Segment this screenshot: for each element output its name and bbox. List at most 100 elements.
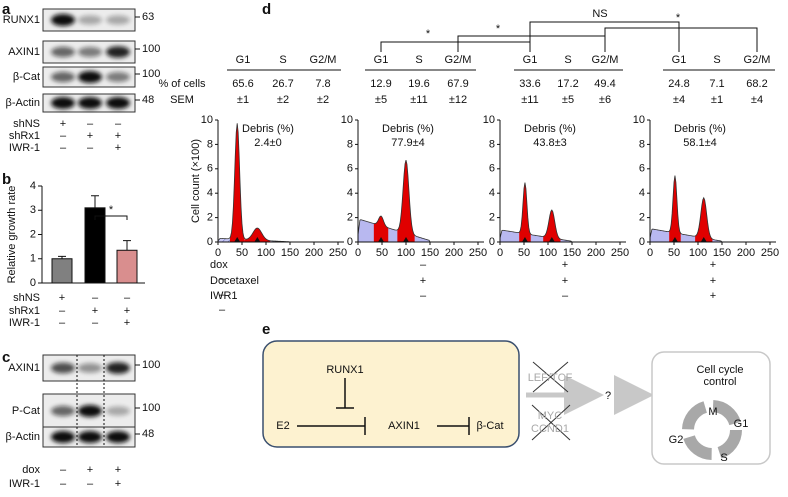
sign: – xyxy=(124,292,131,304)
sign: – xyxy=(420,290,427,302)
cell-value: 49.4 xyxy=(594,78,615,90)
band xyxy=(106,72,130,82)
peak-marker xyxy=(548,237,555,242)
marker-label: 48 xyxy=(142,94,154,106)
significance-bracket xyxy=(529,21,680,52)
blot-label: β-Cat xyxy=(13,71,40,83)
significance-bracket xyxy=(457,35,606,52)
treatment-label: dox xyxy=(210,259,228,271)
sign: – xyxy=(115,118,122,130)
sign: + xyxy=(115,142,121,154)
band xyxy=(106,15,130,25)
error-bar xyxy=(123,240,131,251)
x-tick-label: 250 xyxy=(329,247,347,259)
row-label: % of cells xyxy=(158,78,206,90)
cell-value: 26.7 xyxy=(272,78,293,90)
y-tick-label: 8 xyxy=(207,138,213,150)
pathway-box xyxy=(262,340,520,448)
sign: – xyxy=(60,142,67,154)
significance: NS xyxy=(592,8,607,20)
y-tick-label: 2 xyxy=(347,212,353,224)
x-tick-label: 0 xyxy=(215,247,221,259)
phase-peak xyxy=(695,197,713,242)
y-tick-label: 3 xyxy=(30,204,36,216)
node: Cell cycle xyxy=(696,364,743,376)
node: RUNX1 xyxy=(326,364,363,376)
condition-label: dox xyxy=(22,464,40,476)
node: control xyxy=(703,376,736,388)
sign: + xyxy=(60,118,66,130)
band xyxy=(78,363,102,373)
band xyxy=(78,47,102,57)
significance-bracket xyxy=(380,41,531,52)
phase-header: G1 xyxy=(236,54,251,66)
sign: + xyxy=(124,317,130,329)
band xyxy=(51,71,75,83)
blot-label: β-Actin xyxy=(6,431,40,443)
cell-value: 7.8 xyxy=(315,78,330,90)
sign: + xyxy=(115,478,121,490)
error-bar xyxy=(58,255,66,259)
x-tick-label: 150 xyxy=(563,247,581,259)
y-tick-label: 10 xyxy=(341,114,353,126)
sign: + xyxy=(87,464,93,476)
y-tick-label: 0 xyxy=(639,236,645,248)
sign: – xyxy=(60,130,67,142)
cell-sem: ±2 xyxy=(277,94,289,106)
node: ? xyxy=(605,390,611,402)
sign: + xyxy=(710,275,716,287)
node: LEF/TCF xyxy=(528,372,573,384)
x-tick-label: 200 xyxy=(305,247,323,259)
significance: * xyxy=(426,28,431,40)
y-tick-label: 6 xyxy=(347,163,353,175)
debris-value: 2.4±0 xyxy=(254,137,281,149)
band xyxy=(106,431,130,443)
y-tick-label: 4 xyxy=(489,187,495,199)
cross xyxy=(532,361,569,393)
x-tick-label: 50 xyxy=(668,247,680,259)
y-tick-label: 0 xyxy=(347,236,353,248)
sign: + xyxy=(710,290,716,302)
cell-value: 7.1 xyxy=(709,78,724,90)
significance-bracket xyxy=(94,215,128,220)
x-tick-label: 100 xyxy=(689,247,707,259)
cell-sem: ±4 xyxy=(751,94,763,106)
y-tick-label: 6 xyxy=(489,163,495,175)
significance: * xyxy=(676,12,681,24)
x-tick-label: 0 xyxy=(355,247,361,259)
panel-e: e RUNX1 E2 AXIN1 β-Cat LEF/TCF ? MYC CCN… xyxy=(262,321,771,465)
condition-label: shRx1 xyxy=(9,305,40,317)
cell-sem: ±1 xyxy=(237,94,249,106)
cell-value: 68.2 xyxy=(746,78,767,90)
y-axis-title: Relative growth rate xyxy=(6,186,18,284)
marker-label: 48 xyxy=(142,428,154,440)
x-tick-label: 250 xyxy=(469,247,487,259)
y-tick-label: 0 xyxy=(30,277,36,289)
y-tick-label: 1 xyxy=(30,253,36,265)
y-tick-label: 4 xyxy=(639,187,645,199)
y-tick-label: 8 xyxy=(489,138,495,150)
phase-header: S xyxy=(564,54,571,66)
cell-sem: ±6 xyxy=(599,94,611,106)
cycle-ring xyxy=(682,400,742,460)
sign: + xyxy=(420,275,426,287)
y-tick-label: 8 xyxy=(639,138,645,150)
blot-label: AXIN1 xyxy=(8,362,40,374)
cell-sem: ±5 xyxy=(562,94,574,106)
blot-label: RUNX1 xyxy=(3,14,40,26)
band xyxy=(51,405,75,417)
band xyxy=(106,362,130,374)
x-tick-label: 200 xyxy=(737,247,755,259)
cell-sem: ±5 xyxy=(375,94,387,106)
cell-value: 33.6 xyxy=(519,78,540,90)
x-tick-label: 100 xyxy=(539,247,557,259)
y-tick-label: 10 xyxy=(201,114,213,126)
sign: – xyxy=(420,259,427,271)
phase-header: S xyxy=(713,54,720,66)
sign: – xyxy=(219,273,226,285)
band xyxy=(51,431,75,443)
condition-label: shRx1 xyxy=(9,130,40,142)
band xyxy=(51,14,75,26)
panel-label: c xyxy=(2,349,10,366)
